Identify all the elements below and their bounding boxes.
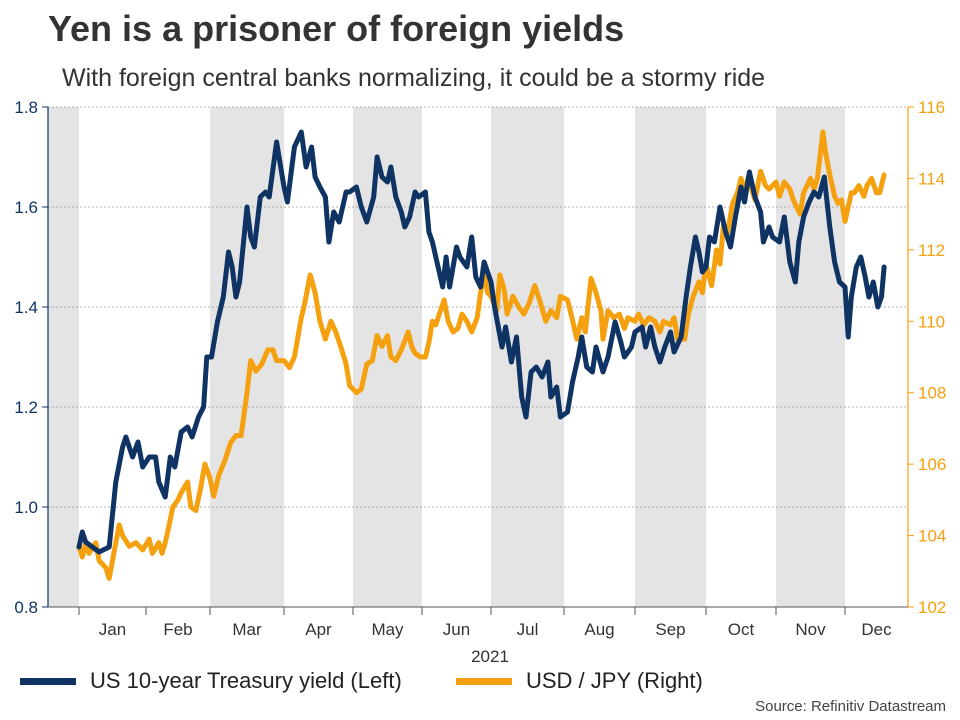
right-tick-label: 112 xyxy=(918,241,945,260)
legend-usdjpy-swatch xyxy=(456,677,512,685)
x-tick-label: Jul xyxy=(517,620,539,639)
legend-yield: US 10-year Treasury yield (Left) xyxy=(20,668,402,694)
legend-yield-label: US 10-year Treasury yield (Left) xyxy=(90,668,402,693)
x-tick-label: Oct xyxy=(728,620,755,639)
left-tick-label: 1.4 xyxy=(14,298,38,317)
left-tick-label: 1.2 xyxy=(14,398,38,417)
x-tick-label: Jan xyxy=(99,620,126,639)
left-tick-label: 0.8 xyxy=(14,598,38,617)
right-tick-label: 114 xyxy=(918,169,945,188)
x-tick-label: Apr xyxy=(305,620,332,639)
right-tick-label: 116 xyxy=(918,98,945,117)
right-tick-label: 108 xyxy=(918,384,946,403)
right-tick-label: 104 xyxy=(918,527,946,546)
shade-band-pre xyxy=(48,107,79,607)
x-tick-label: Jun xyxy=(443,620,470,639)
right-tick-label: 106 xyxy=(918,455,946,474)
left-tick-label: 1.8 xyxy=(14,98,38,117)
legend-usdjpy: USD / JPY (Right) xyxy=(456,668,703,694)
left-tick-label: 1.6 xyxy=(14,198,38,217)
shade-band-may xyxy=(353,107,422,607)
x-tick-label: Mar xyxy=(232,620,262,639)
x-tick-label: May xyxy=(371,620,404,639)
chart-title: Yen is a prisoner of foreign yields xyxy=(48,8,625,49)
series-line-yield xyxy=(76,129,887,555)
legend-yield-swatch xyxy=(20,677,76,685)
series-lines xyxy=(76,129,887,581)
x-tick-label: Dec xyxy=(861,620,892,639)
x-axis-year-label: 2021 xyxy=(471,647,509,666)
x-tick-label: Nov xyxy=(795,620,826,639)
axes xyxy=(47,107,909,615)
x-tick-label: Aug xyxy=(584,620,614,639)
axis-labels: 0.8 1.0 1.2 1.4 1.6 1.8 102 104 106 108 110 112 114 1… xyxy=(14,98,946,666)
source-note: Source: Refinitiv Datastream xyxy=(755,698,946,715)
chart-subtitle: With foreign central banks normalizing, … xyxy=(62,64,766,92)
x-tick-label: Sep xyxy=(655,620,685,639)
right-tick-label: 110 xyxy=(918,312,945,331)
shade-band-sep xyxy=(635,107,706,607)
legend-usdjpy-label: USD / JPY (Right) xyxy=(526,668,703,693)
left-tick-label: 1.0 xyxy=(14,498,38,517)
series-line-usdjpy xyxy=(76,129,887,581)
x-tick-label: Feb xyxy=(163,620,192,639)
shade-band-jul xyxy=(491,107,564,607)
right-tick-label: 102 xyxy=(918,598,946,617)
